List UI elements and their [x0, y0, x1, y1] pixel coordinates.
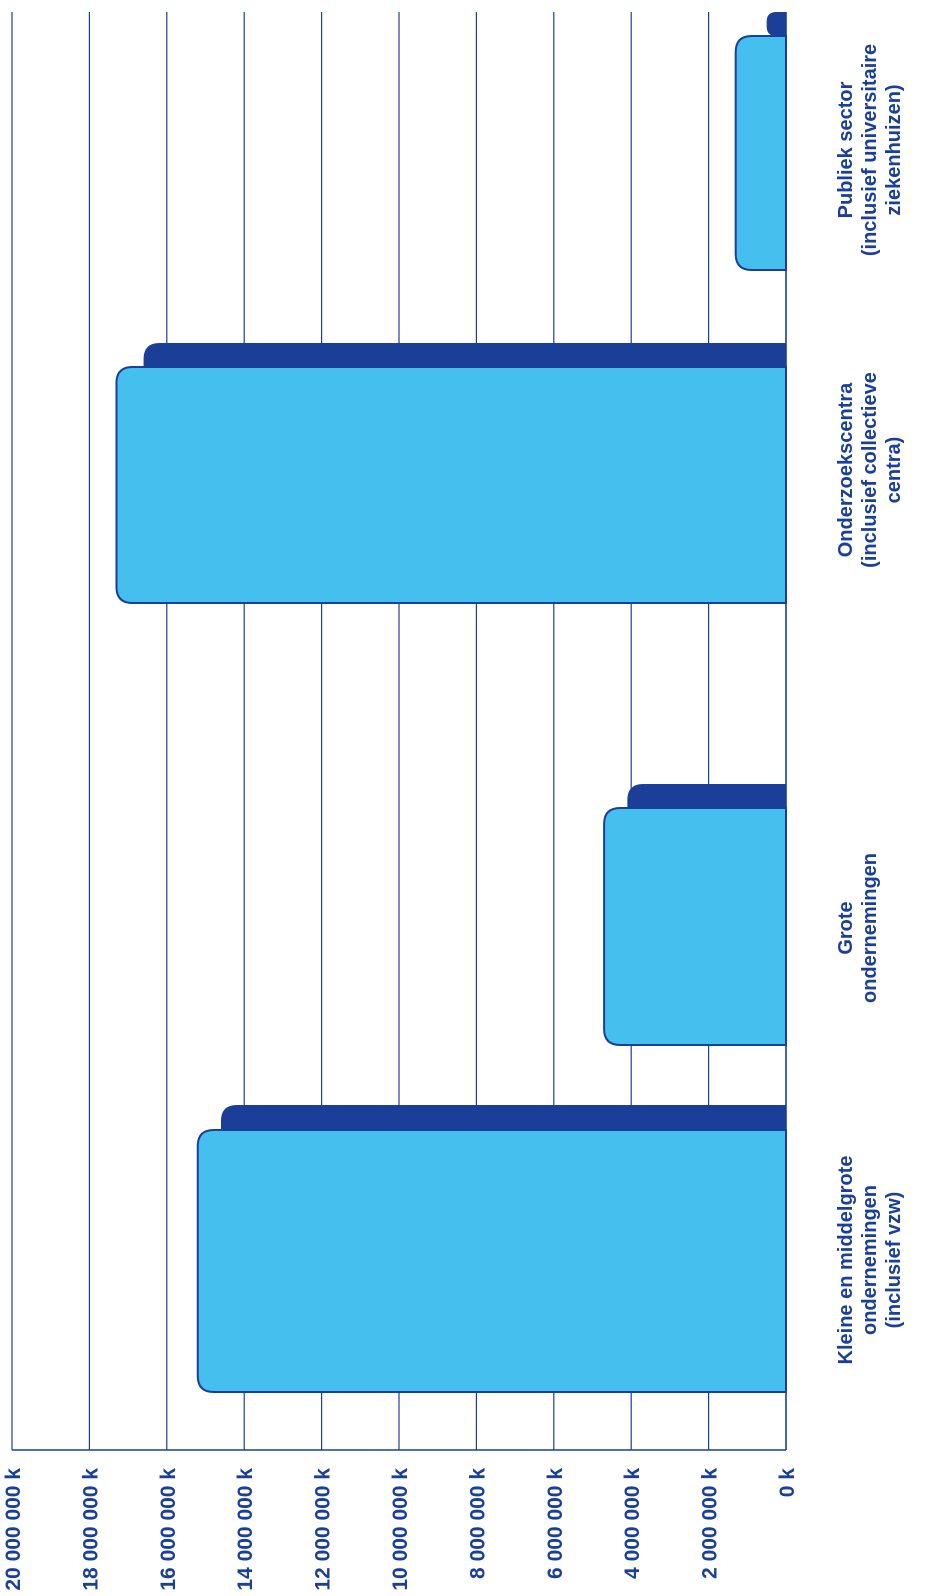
axis: [12, 12, 787, 1451]
tick-label: 6 000 000 k: [544, 1468, 567, 1579]
bar-light: [196, 1129, 787, 1393]
bar-dark: [766, 12, 786, 36]
category-label: Publiek sector (inclusief universitaire zi…: [835, 44, 905, 256]
tick-label: 18 000 000 k: [79, 1468, 102, 1591]
tick-label: 12 000 000 k: [312, 1468, 335, 1591]
category-labels: Kleine en middelgrote ondernemingen (inclu…: [835, 44, 905, 1365]
bar-light: [603, 807, 787, 1046]
tick-label: 4 000 000 k: [621, 1468, 644, 1579]
tick-label: 20 000 000 k: [2, 1468, 25, 1591]
tick-label: 10 000 000 k: [389, 1468, 412, 1591]
tick-label: 14 000 000 k: [234, 1468, 257, 1591]
gridlines: [11, 12, 710, 1450]
tick-label: 2 000 000 k: [699, 1468, 722, 1579]
tick-label: 8 000 000 k: [466, 1468, 489, 1579]
category-label: Kleine en middelgrote ondernemingen (inclu…: [835, 1156, 905, 1365]
category-label: Onderzoekscentra (inclusief collectieve ce…: [835, 372, 905, 568]
tick-labels: 0 k 2 000 000 k 4 000 000 k 6 000 000 k 8 00…: [2, 1468, 799, 1591]
bars: [115, 12, 787, 1393]
category-label: Grote ondernemingen: [835, 853, 881, 1003]
tick-label: 0 k: [776, 1468, 799, 1498]
bar-light: [734, 35, 787, 271]
tick-label: 16 000 000 k: [157, 1468, 180, 1591]
bar-light: [115, 366, 787, 604]
